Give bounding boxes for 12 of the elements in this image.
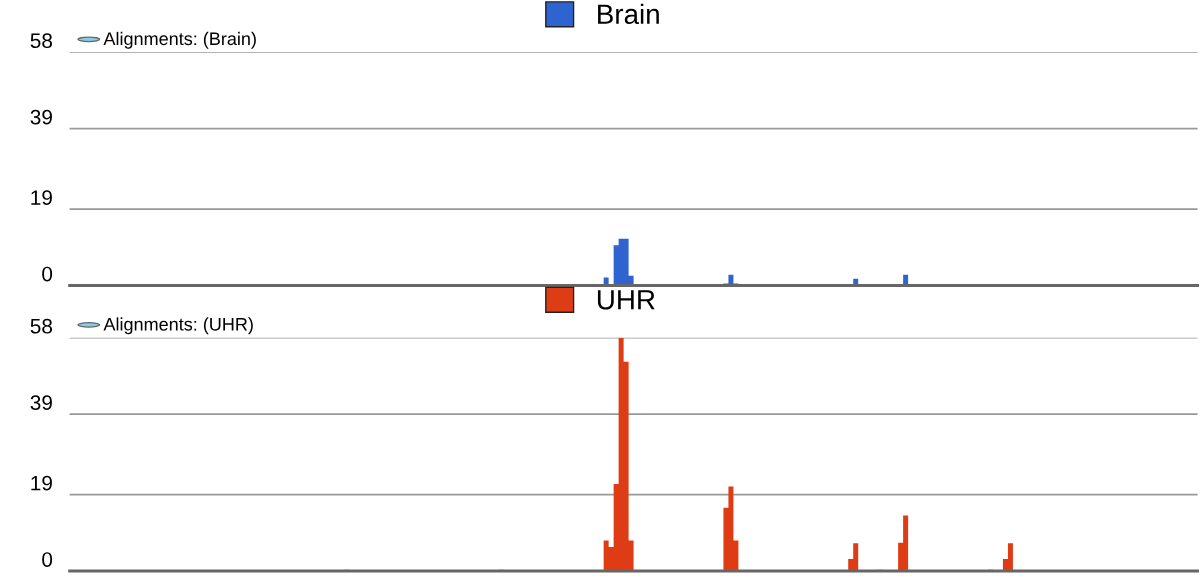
y-tick-label: 19 — [31, 190, 52, 205]
y-tick-label: 58 — [30, 33, 53, 49]
y-tick-label: 0 — [42, 552, 53, 567]
y-tick-label: 58 — [30, 318, 53, 334]
legend-label: Brain — [598, 3, 659, 25]
chart-title: Alignments: (UHR) — [103, 317, 253, 335]
y-tick-label: 39 — [30, 109, 52, 125]
chart-title: Alignments: (Brain) — [103, 31, 256, 49]
legend-label: UHR — [597, 290, 655, 310]
y-tick-label: 19 — [31, 475, 52, 491]
y-tick-label: 39 — [30, 395, 52, 411]
y-tick-label: 0 — [42, 266, 53, 282]
